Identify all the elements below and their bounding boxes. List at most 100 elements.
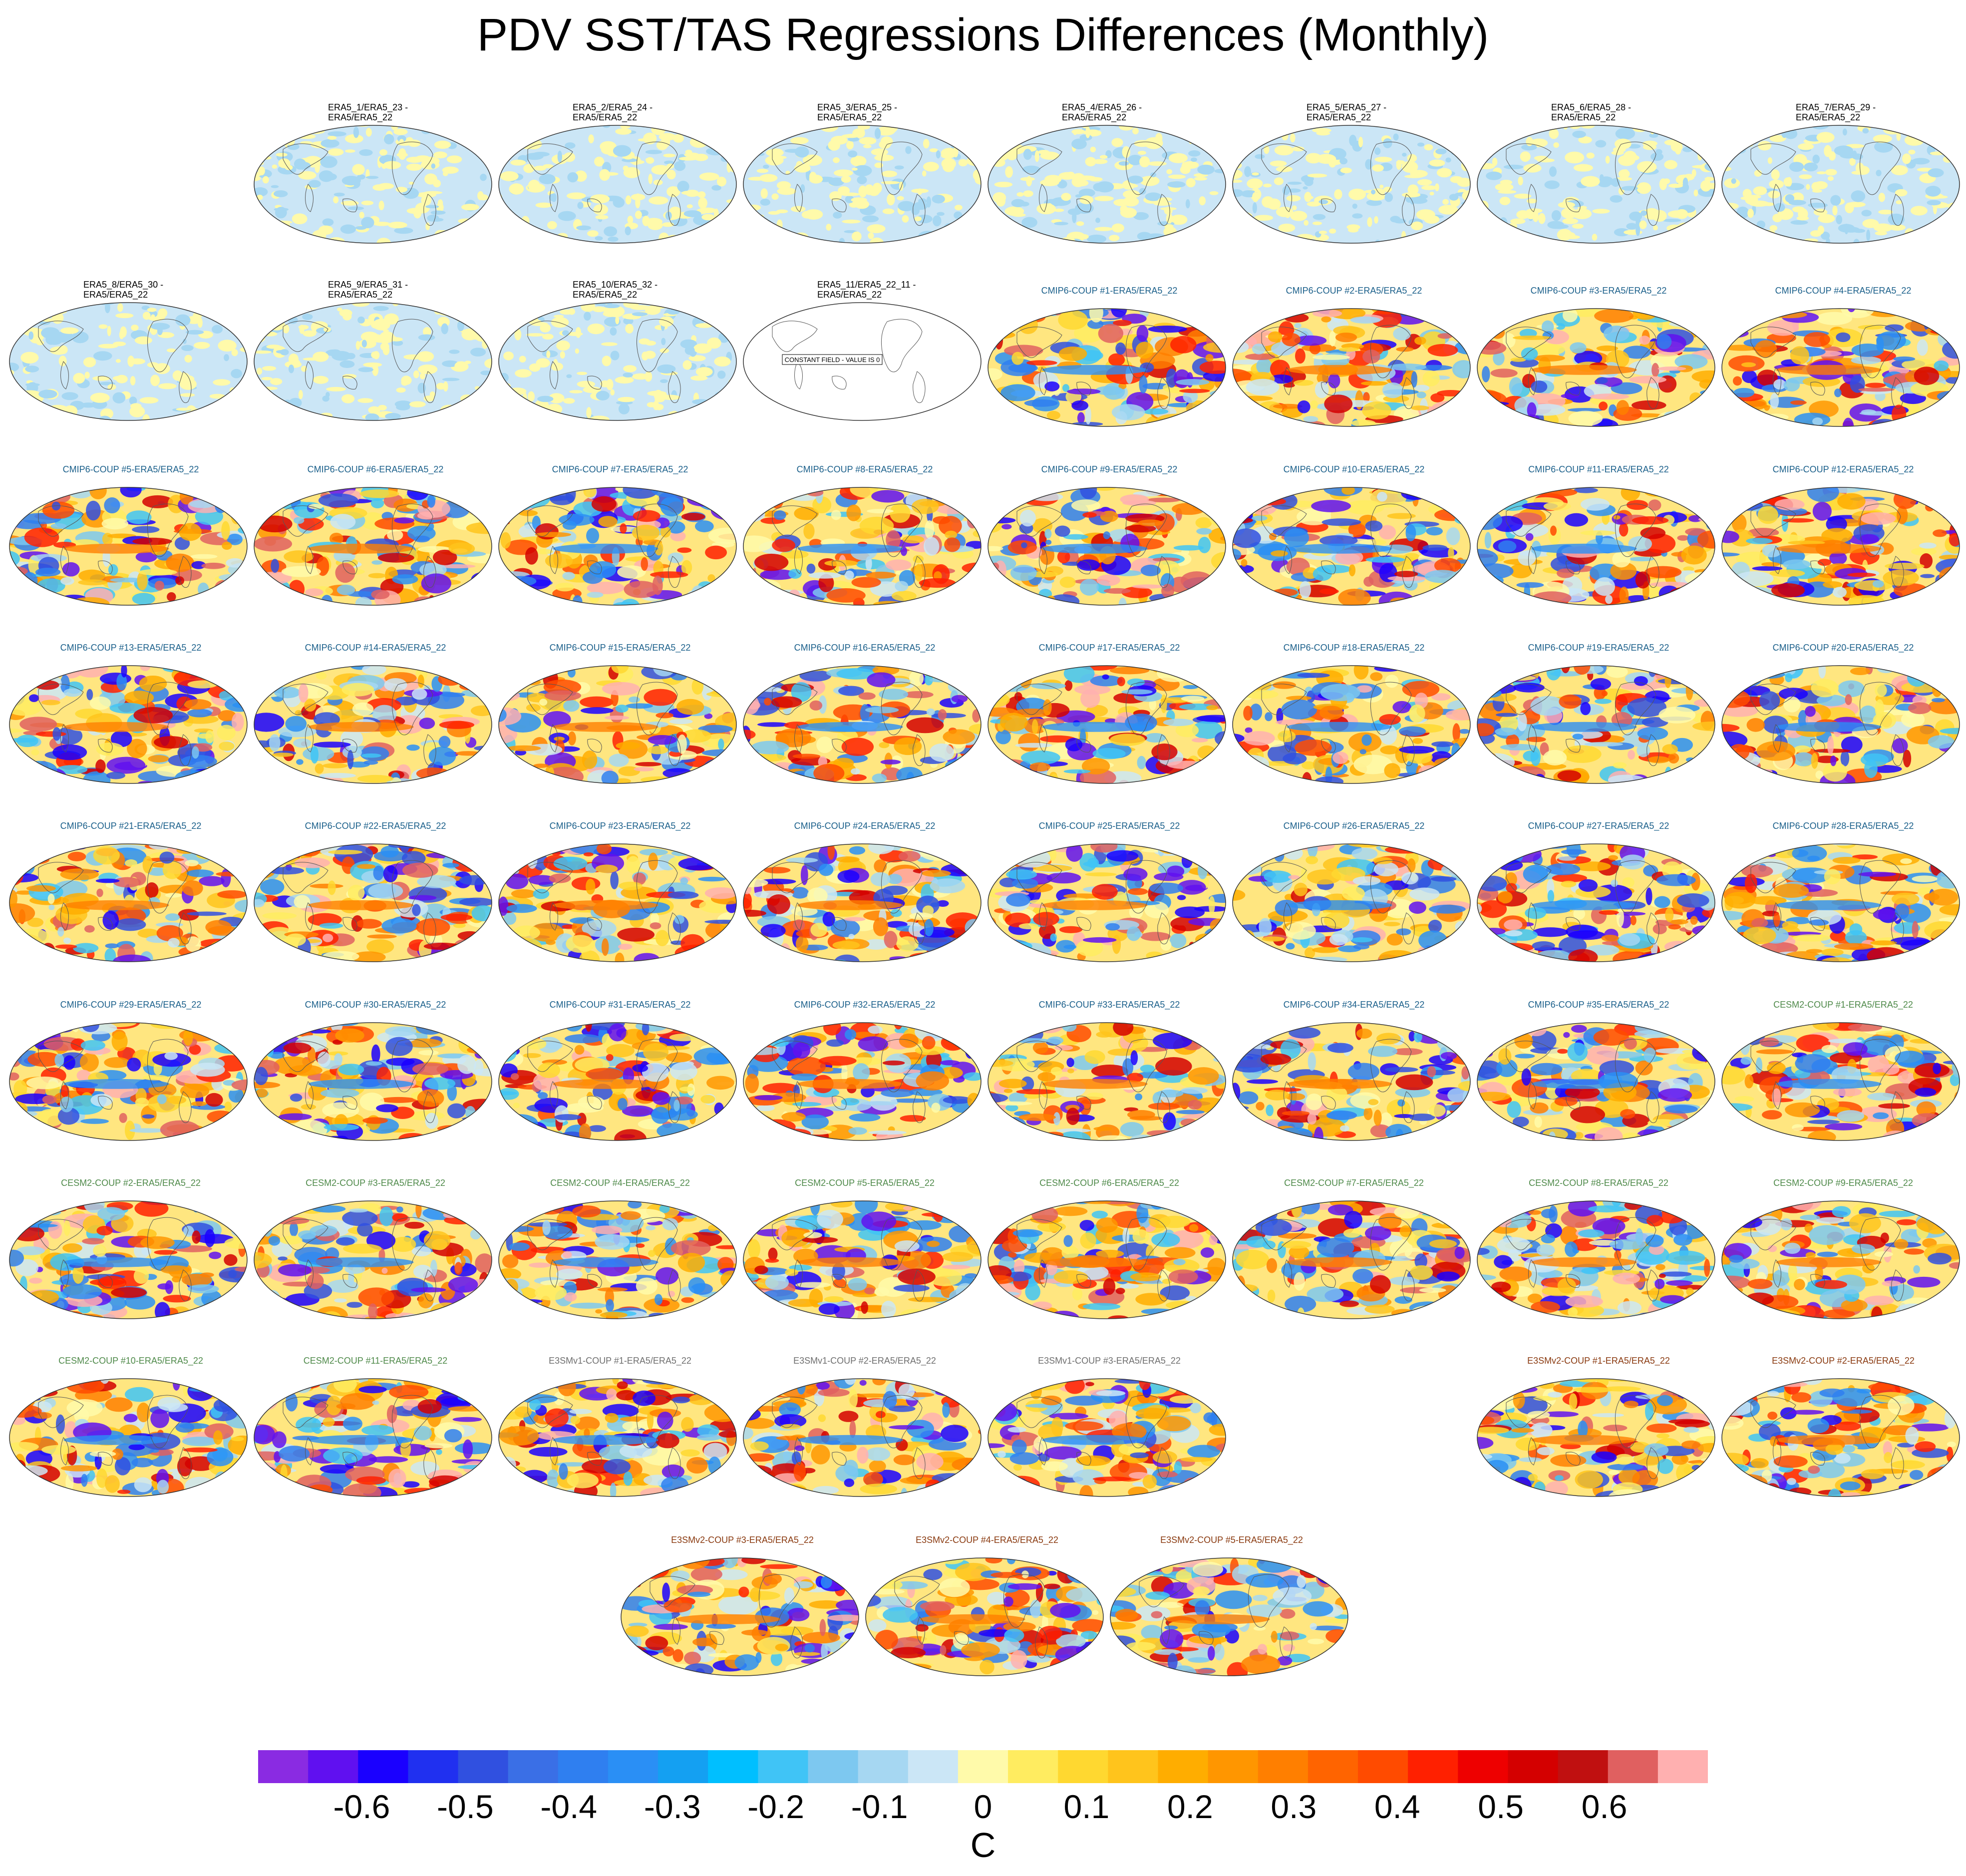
coastline (1261, 682, 1415, 766)
map-panel: CMIP6-COUP #4-ERA5/ERA5_22 (1721, 280, 1966, 427)
coastline (283, 141, 436, 226)
coastline (1261, 1039, 1415, 1123)
coastline (650, 1574, 803, 1658)
panel-title-line2: ERA5/ERA5_22 (1307, 112, 1371, 122)
panel-title: CESM2-COUP #9-ERA5/ERA5_22 (1773, 1178, 1913, 1188)
panel-title: CMIP6-COUP #7-ERA5/ERA5_22 (552, 464, 688, 474)
coastline (283, 682, 436, 766)
map-panel: E3SMv2-COUP #4-ERA5/ERA5_22 (865, 1529, 1109, 1677)
colorbar-swatch (608, 1750, 658, 1783)
map-panel: CESM2-COUP #10-ERA5/ERA5_22 (8, 1350, 253, 1498)
colorbar-swatch (708, 1750, 758, 1783)
coastline (283, 1395, 436, 1479)
panel-title: CMIP6-COUP #25-ERA5/ERA5_22 (1038, 821, 1180, 831)
colorbar-tick-label: 0.1 (1063, 1788, 1110, 1825)
globe-map (254, 125, 492, 244)
panel-title: ERA5_1/ERA5_23 - ERA5/ERA5_22 (253, 102, 498, 124)
colorbar-swatch (1158, 1750, 1209, 1783)
map-panel: CESM2-COUP #4-ERA5/ERA5_22 (498, 1172, 742, 1320)
map-panel: E3SMv2-COUP #1-ERA5/ERA5_22 (1476, 1350, 1721, 1498)
colorbar-tick-labels: -0.6 -0.5 -0.4 -0.3 -0.2 -0.1 0 0.1 0.2 0.3 0.4 0.5… (258, 1788, 1708, 1828)
panel-title: E3SMv2-COUP #4-ERA5/ERA5_22 (916, 1535, 1058, 1545)
map-panel: CMIP6-COUP #1-ERA5/ERA5_22 (987, 280, 1232, 427)
map-panel: CMIP6-COUP #16-ERA5/ERA5_22 (742, 637, 987, 784)
globe-map (9, 1378, 248, 1497)
page-title: PDV SST/TAS Regressions Differences (Mon… (477, 9, 1489, 60)
coastline (1016, 141, 1170, 226)
colorbar-swatch (508, 1750, 559, 1783)
map-panel: CMIP6-COUP #22-ERA5/ERA5_22 (253, 815, 498, 963)
map-panel: CESM2-COUP #9-ERA5/ERA5_22 (1721, 1172, 1966, 1320)
panel-title: CMIP6-COUP #28-ERA5/ERA5_22 (1772, 821, 1914, 831)
globe-map (254, 302, 492, 421)
globe-map (743, 1378, 982, 1497)
globe-map (987, 308, 1226, 427)
panel-title: CMIP6-COUP #16-ERA5/ERA5_22 (794, 643, 936, 653)
globe-map (498, 302, 737, 421)
coastline (1016, 1039, 1170, 1123)
colorbar-tick-label: 0.4 (1374, 1788, 1420, 1825)
coastline (527, 319, 681, 403)
colorbar-swatch (1208, 1750, 1259, 1783)
coastline (772, 1039, 926, 1123)
coastline (1506, 325, 1659, 409)
globe-map (9, 1200, 248, 1319)
coastline (1016, 503, 1170, 588)
map-panel: CMIP6-COUP #10-ERA5/ERA5_22 (1232, 458, 1476, 606)
globe-map (987, 1022, 1226, 1141)
globe-map (254, 843, 492, 962)
colorbar-swatch (1558, 1750, 1609, 1783)
constant-field-box (782, 354, 883, 365)
map-panel: ERA5_10/ERA5_32 - ERA5/ERA5_22 (498, 280, 742, 421)
coastline (772, 860, 926, 944)
map-panel: ERA5_3/ERA5_25 - ERA5/ERA5_22 (742, 102, 987, 244)
coastline (1016, 1217, 1170, 1301)
coastline (772, 1217, 926, 1301)
colorbar-swatch (1358, 1750, 1408, 1783)
map-panel: CESM2-COUP #7-ERA5/ERA5_22 (1232, 1172, 1476, 1320)
globe-map (1477, 125, 1715, 244)
globe-map (743, 1200, 982, 1319)
map-panel: CMIP6-COUP #20-ERA5/ERA5_22 (1721, 637, 1966, 784)
globe-map (1232, 125, 1471, 244)
panel-title: CESM2-COUP #7-ERA5/ERA5_22 (1284, 1178, 1424, 1188)
globe-map (498, 1022, 737, 1141)
globe-map (987, 1378, 1226, 1497)
globe-map (743, 487, 982, 606)
coastline (1261, 503, 1415, 588)
coastline (772, 141, 926, 226)
globe-map (1232, 843, 1471, 962)
coastline (1750, 682, 1904, 766)
globe-map (1721, 1200, 1960, 1319)
colorbar-swatch (858, 1750, 909, 1783)
panel-title: ERA5_9/ERA5_31 - ERA5/ERA5_22 (253, 280, 498, 302)
coastline (772, 682, 926, 766)
panel-title-line2: ERA5/ERA5_22 (573, 112, 638, 122)
constant-field-note: CONSTANT FIELD - VALUE IS 0 (785, 356, 880, 364)
globe-map (498, 125, 737, 244)
panel-title-line1: ERA5_6/ERA5_28 - (1551, 102, 1632, 112)
map-panel: CMIP6-COUP #21-ERA5/ERA5_22 (8, 815, 253, 963)
panel-title: CMIP6-COUP #24-ERA5/ERA5_22 (794, 821, 936, 831)
panel-title: ERA5_3/ERA5_25 - ERA5/ERA5_22 (742, 102, 987, 124)
panel-title: CESM2-COUP #6-ERA5/ERA5_22 (1039, 1178, 1179, 1188)
globe-map (1721, 487, 1960, 606)
map-panel: CMIP6-COUP #14-ERA5/ERA5_22 (253, 637, 498, 784)
coastline (1261, 141, 1415, 226)
map-panel: E3SMv2-COUP #3-ERA5/ERA5_22 (620, 1529, 865, 1677)
coastline (283, 1039, 436, 1123)
coastline (38, 1039, 192, 1123)
coastline (1506, 1217, 1659, 1301)
globe-map (1477, 308, 1715, 427)
panel-title: CMIP6-COUP #14-ERA5/ERA5_22 (305, 643, 446, 653)
panel-title-line2: ERA5/ERA5_22 (1796, 112, 1861, 122)
coastline (1016, 1395, 1170, 1479)
panel-title: CMIP6-COUP #35-ERA5/ERA5_22 (1528, 1000, 1669, 1010)
coastline (527, 1039, 681, 1123)
panel-title: CESM2-COUP #4-ERA5/ERA5_22 (550, 1178, 690, 1188)
colorbar-swatch (1008, 1750, 1058, 1783)
panel-title-line2: ERA5/ERA5_22 (328, 112, 393, 122)
map-panel: CESM2-COUP #8-ERA5/ERA5_22 (1476, 1172, 1721, 1320)
coastline (283, 319, 436, 403)
panel-title: CESM2-COUP #5-ERA5/ERA5_22 (795, 1178, 935, 1188)
